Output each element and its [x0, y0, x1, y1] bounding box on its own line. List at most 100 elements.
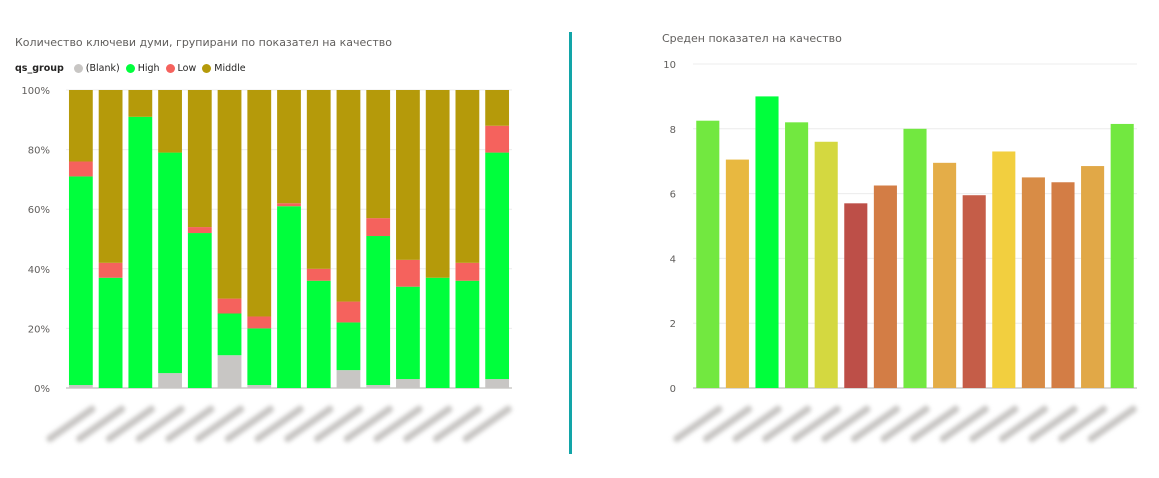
bar-low	[366, 218, 391, 237]
x-tick-label-blurred	[46, 405, 96, 443]
legend-dot-icon	[165, 64, 175, 73]
bar-middle	[455, 90, 480, 263]
x-tick-label-blurred	[254, 405, 304, 443]
bar	[696, 120, 720, 388]
bar	[962, 195, 986, 388]
bar-low	[247, 316, 272, 329]
bar-low	[277, 203, 301, 207]
bar-blank	[485, 379, 510, 388]
bar	[1110, 123, 1134, 388]
bar-middle	[98, 90, 123, 263]
bar-high	[455, 280, 480, 388]
bar-high	[485, 152, 510, 380]
bar	[755, 96, 779, 389]
bar-high	[277, 206, 301, 388]
bar	[873, 185, 897, 388]
bar-high	[98, 277, 123, 388]
x-tick-label-blurred	[76, 405, 126, 443]
legend-item-high[interactable]: High	[125, 63, 160, 74]
x-tick-label-blurred	[135, 405, 185, 443]
bar-middle	[128, 90, 153, 117]
y-tick-label: 0%	[34, 384, 50, 395]
y-tick-label: 8	[670, 125, 676, 136]
bar-middle	[187, 90, 212, 228]
legend-item-label: Low	[177, 63, 197, 74]
bar-low	[217, 298, 242, 314]
bar-blank	[158, 373, 182, 388]
bar-middle	[396, 90, 420, 260]
x-tick-label-blurred	[284, 405, 334, 443]
bar-high	[217, 313, 242, 356]
bar	[725, 159, 749, 388]
x-tick-label-blurred	[762, 405, 812, 443]
left-chart-legend: qs_group (Blank) High Low Middle	[15, 63, 246, 74]
bar-middle	[485, 90, 510, 126]
bar	[814, 141, 838, 388]
bar-low	[336, 301, 361, 323]
legend-dot-icon	[125, 64, 135, 73]
bar	[1021, 177, 1045, 388]
x-tick-label-blurred	[224, 405, 274, 443]
bar-middle	[306, 90, 331, 269]
bar	[1051, 182, 1075, 388]
x-tick-label-blurred	[1058, 405, 1108, 443]
y-tick-label: 2	[670, 319, 676, 330]
y-tick-label: 80%	[28, 146, 50, 157]
legend-item-middle[interactable]: Middle	[202, 63, 246, 74]
bar-high	[425, 277, 450, 388]
bar-middle	[68, 90, 93, 162]
left-chart-title: Количество ключеви думи, групирани по по…	[15, 36, 392, 49]
bar-low	[98, 262, 123, 278]
legend-title: qs_group	[15, 63, 64, 74]
bar-middle	[158, 90, 182, 153]
bar-high	[336, 322, 361, 371]
bar-high	[396, 286, 420, 380]
legend-item-blank[interactable]: (Blank)	[73, 63, 120, 74]
y-tick-label: 100%	[21, 86, 50, 97]
bar	[933, 162, 957, 388]
x-tick-label-blurred	[1087, 405, 1137, 443]
bar-middle	[247, 90, 272, 317]
bar-middle	[366, 90, 391, 219]
bar-blank	[217, 355, 242, 388]
legend-item-low[interactable]: Low	[165, 63, 197, 74]
legend-dot-icon	[73, 64, 83, 73]
y-tick-label: 40%	[28, 265, 50, 276]
y-tick-label: 20%	[28, 324, 50, 335]
x-tick-label-blurred	[343, 405, 393, 443]
bar-blank	[396, 379, 420, 388]
right-bar-chart: 0 2 4 6 8 10	[663, 60, 1137, 443]
bar-middle	[336, 90, 361, 302]
y-tick-label: 10	[663, 60, 676, 71]
legend-item-label: Middle	[214, 63, 246, 74]
bar-low	[485, 125, 510, 153]
left-stacked-bar-chart: 0% 20% 40% 60% 80% 100%	[21, 86, 512, 443]
bar-blank	[366, 385, 391, 388]
x-tick-label-blurred	[673, 405, 723, 443]
x-tick-label-blurred	[821, 405, 871, 443]
bar-middle	[277, 90, 301, 204]
bar-high	[158, 152, 182, 374]
bar-middle	[425, 90, 450, 278]
bar-low	[396, 259, 420, 287]
x-tick-label-blurred	[373, 405, 423, 443]
bar-high	[306, 280, 331, 388]
x-tick-label-blurred	[165, 405, 215, 443]
right-chart-title: Среден показател на качество	[662, 32, 842, 45]
y-tick-label: 4	[670, 254, 676, 265]
x-tick-label-blurred	[998, 405, 1049, 443]
bar-blank	[247, 385, 272, 388]
x-tick-label-blurred	[702, 405, 753, 443]
x-tick-label-blurred	[462, 405, 512, 443]
bar-high	[187, 233, 212, 388]
x-tick-label-blurred	[939, 405, 989, 443]
bar-middle	[217, 90, 242, 299]
x-tick-label-blurred	[105, 405, 155, 443]
y-tick-label: 0	[670, 384, 676, 395]
bar	[992, 151, 1016, 388]
panel-divider	[569, 32, 572, 454]
x-tick-label-blurred	[403, 405, 453, 443]
x-tick-label-blurred	[1028, 405, 1078, 443]
x-tick-label-blurred	[313, 405, 364, 443]
bar-blank	[336, 370, 361, 388]
